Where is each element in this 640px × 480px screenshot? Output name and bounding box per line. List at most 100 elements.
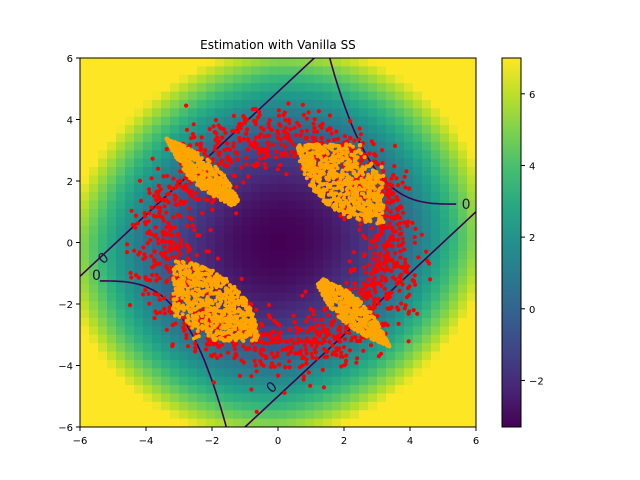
scatter-point <box>184 332 189 337</box>
heatmap-cell <box>467 133 476 143</box>
heatmap-cell <box>80 284 90 294</box>
scatter-point <box>187 280 192 285</box>
heatmap-cell <box>377 284 387 294</box>
heatmap-cell <box>431 150 441 160</box>
heatmap-cell <box>422 125 432 135</box>
scatter-point <box>407 186 412 191</box>
heatmap-cell <box>224 351 234 361</box>
heatmap-cell <box>134 326 144 336</box>
heatmap-cell <box>332 225 342 235</box>
heatmap-cell <box>98 343 108 353</box>
heatmap-cell <box>368 250 378 260</box>
heatmap-cell <box>152 334 162 344</box>
heatmap-cell <box>449 292 459 302</box>
heatmap-cell <box>296 108 306 118</box>
heatmap-cell <box>224 99 234 109</box>
heatmap-cell <box>134 158 144 168</box>
scatter-point <box>198 303 203 308</box>
scatter-point <box>225 146 231 151</box>
heatmap-cell <box>467 250 476 260</box>
scatter-point <box>355 216 360 221</box>
scatter-point <box>254 409 259 414</box>
heatmap-cell <box>260 208 270 218</box>
scatter-point <box>184 264 189 269</box>
scatter-point <box>285 339 290 344</box>
scatter-point <box>367 207 372 212</box>
heatmap-cell <box>314 334 324 344</box>
heatmap-cell <box>269 99 279 109</box>
heatmap-cell <box>377 125 387 135</box>
scatter-point <box>177 267 182 272</box>
scatter-point <box>372 152 377 157</box>
scatter-point <box>237 122 242 127</box>
scatter-point <box>353 162 358 167</box>
heatmap-cell <box>314 401 324 411</box>
heatmap-cell <box>404 141 414 151</box>
heatmap-cell <box>107 234 117 244</box>
heatmap-cell <box>269 301 279 311</box>
heatmap-cell <box>296 83 306 93</box>
heatmap-cell <box>341 376 351 386</box>
heatmap-cell <box>413 108 423 118</box>
heatmap-cell <box>287 242 297 252</box>
heatmap-cell <box>152 351 162 361</box>
scatter-point <box>203 147 208 153</box>
scatter-point <box>314 151 319 155</box>
heatmap-cell <box>161 301 171 311</box>
heatmap-cell <box>224 259 234 269</box>
scatter-point <box>334 200 339 205</box>
heatmap-cell <box>89 217 99 227</box>
heatmap-cell <box>143 401 153 411</box>
heatmap-cell <box>278 91 288 101</box>
heatmap-cell <box>89 292 99 302</box>
heatmap-cell <box>215 284 225 294</box>
scatter-point <box>219 160 224 165</box>
heatmap-cell <box>305 259 315 269</box>
scatter-point <box>401 210 406 215</box>
heatmap-cell <box>458 217 468 227</box>
heatmap-cell <box>395 418 405 427</box>
scatter-point <box>189 261 194 266</box>
heatmap-cell <box>152 385 162 395</box>
heatmap-cell <box>332 242 342 252</box>
heatmap-cell <box>125 74 135 84</box>
heatmap-cell <box>215 259 225 269</box>
heatmap-cell <box>107 217 117 227</box>
scatter-point <box>136 252 141 257</box>
scatter-point <box>248 332 253 337</box>
scatter-point <box>357 126 362 131</box>
heatmap-cell <box>467 183 476 193</box>
heatmap-cell <box>197 116 207 126</box>
scatter-point <box>406 286 411 291</box>
scatter-point <box>397 221 402 226</box>
scatter-point <box>160 229 165 235</box>
heatmap-cell <box>296 91 306 101</box>
heatmap-cell <box>422 393 432 403</box>
heatmap-cell <box>368 133 378 143</box>
scatter-point <box>241 344 246 349</box>
heatmap-cell <box>404 317 414 327</box>
heatmap-cell <box>395 58 405 67</box>
heatmap-cell <box>305 376 315 386</box>
scatter-point <box>309 339 314 344</box>
scatter-point <box>404 169 409 174</box>
heatmap-cell <box>152 343 162 353</box>
heatmap-cell <box>395 250 405 260</box>
heatmap-cell <box>233 343 243 353</box>
heatmap-cell <box>332 74 342 84</box>
scatter-point <box>196 334 201 339</box>
heatmap-cell <box>215 217 225 227</box>
heatmap-cell <box>386 225 396 235</box>
heatmap-cell <box>431 208 441 218</box>
heatmap-cell <box>395 125 405 135</box>
heatmap-cell <box>323 401 333 411</box>
scatter-point <box>413 282 418 287</box>
heatmap-cell <box>458 250 468 260</box>
heatmap-cell <box>368 83 378 93</box>
heatmap-cell <box>206 259 216 269</box>
heatmap-cell <box>260 234 270 244</box>
heatmap-cell <box>287 292 297 302</box>
scatter-point <box>240 303 245 308</box>
heatmap-cell <box>233 158 243 168</box>
heatmap-cell <box>296 410 306 420</box>
